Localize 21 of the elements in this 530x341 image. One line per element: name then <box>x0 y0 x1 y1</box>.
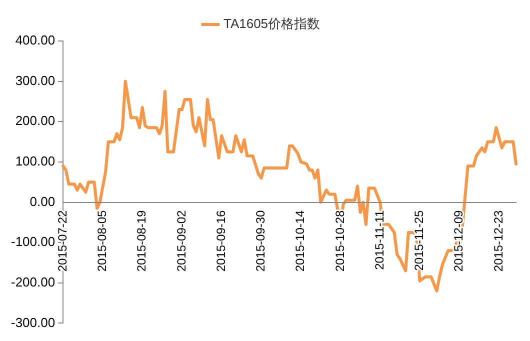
x-tick-label: 2015-11-25 <box>412 210 426 271</box>
x-tick-label: 2015-11-11 <box>372 210 386 270</box>
y-tick-label: 300.00 <box>15 72 56 88</box>
x-tick-label: 2015-12-09 <box>452 210 466 272</box>
x-tick-label: 2015-09-02 <box>174 210 188 272</box>
y-tick-label: 400.00 <box>15 32 56 48</box>
x-tick-label: 2015-09-30 <box>254 210 268 272</box>
y-tick-label: -200.00 <box>10 274 56 290</box>
y-tick-label: 200.00 <box>15 113 56 128</box>
y-tick-label: 0.00 <box>30 194 56 209</box>
x-tick-label: 2015-08-19 <box>134 210 149 272</box>
y-tick-label: -100.00 <box>10 234 56 250</box>
y-tick-label: 100.00 <box>15 154 56 169</box>
y-tick-label: -300.00 <box>10 314 56 330</box>
x-tick-label: 2015-12-23 <box>491 210 506 272</box>
x-tick-label: 2015-08-05 <box>95 210 110 272</box>
x-tick-label: 2015-10-14 <box>293 210 308 272</box>
x-tick-label: 2015-10-28 <box>332 210 347 272</box>
x-tick-label: 2015-07-22 <box>55 210 70 272</box>
legend-label: TA1605价格指数 <box>223 16 320 32</box>
x-tick-label: 2015-09-16 <box>214 210 228 272</box>
